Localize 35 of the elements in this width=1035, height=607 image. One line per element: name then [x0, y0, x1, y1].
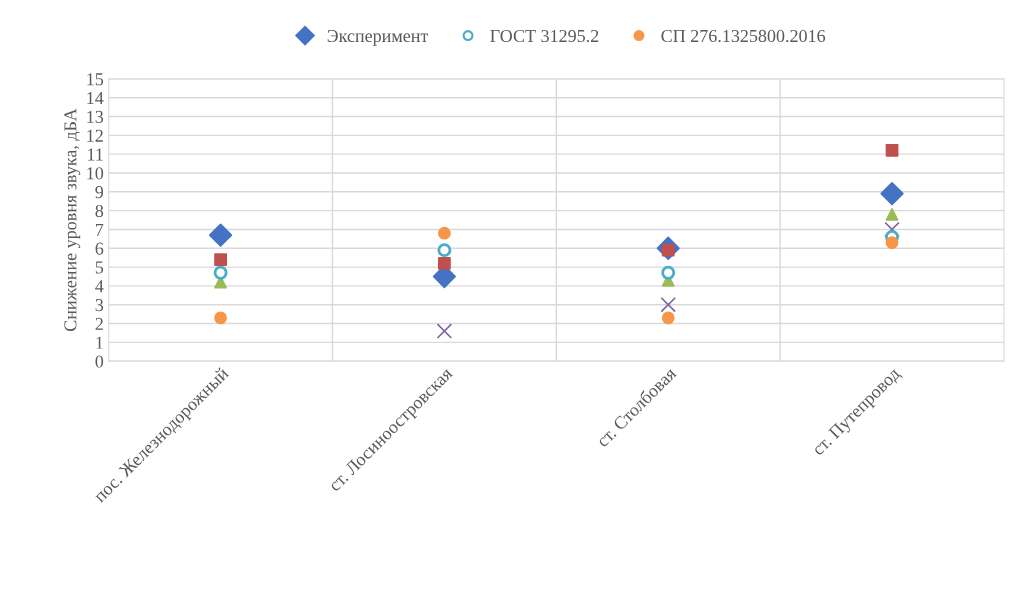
point — [208, 223, 233, 247]
point — [214, 253, 227, 266]
point — [214, 311, 227, 325]
point — [660, 296, 677, 313]
y-tick-label: 13 — [87, 110, 104, 123]
point — [880, 182, 904, 206]
legend-label: СП 276.1325800.2016 — [661, 29, 826, 43]
y-axis-title: Снижение уровня звука, дБА — [64, 108, 81, 332]
point — [661, 265, 676, 280]
y-tick-label: 0 — [95, 355, 104, 368]
y-tick-label: 7 — [95, 223, 104, 236]
y-tick-label: 4 — [95, 280, 104, 293]
legend-label: ГОСТ 31295.2 — [490, 29, 599, 43]
y-tick-label: 8 — [95, 204, 104, 218]
point — [885, 144, 899, 157]
y-tick-label: 10 — [87, 167, 104, 180]
y-tick-label: 2 — [95, 317, 103, 330]
point — [438, 256, 451, 270]
point — [438, 226, 451, 240]
point — [436, 323, 453, 339]
y-tick-label: 15 — [87, 73, 104, 86]
point — [885, 208, 899, 221]
y-tick-label: 5 — [95, 261, 104, 274]
point — [213, 265, 228, 280]
y-tick-label: 9 — [95, 186, 104, 199]
point — [885, 236, 899, 250]
y-tick-label: 1 — [96, 336, 103, 349]
y-tick-label: 6 — [95, 242, 104, 255]
y-tick-label: 14 — [87, 92, 104, 104]
y-tick-label: 11 — [88, 148, 103, 161]
y-tick-label: 12 — [87, 129, 103, 142]
y-tick-label: 3 — [95, 299, 104, 312]
point — [661, 311, 675, 325]
legend-label: Эксперимент — [327, 29, 429, 46]
point — [437, 243, 452, 258]
